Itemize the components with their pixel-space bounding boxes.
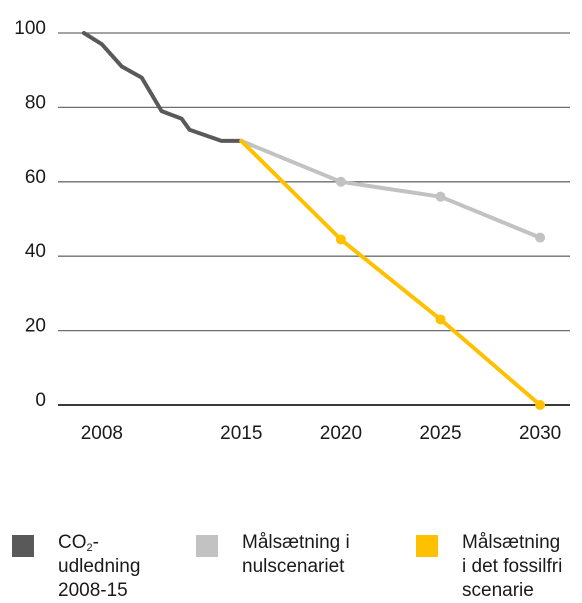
legend-item-fossilfri: Målsætning i det fossilfri scenarie — [416, 531, 562, 603]
series-markers — [335, 176, 546, 410]
y-tick-labels: 0 20 40 60 80 100 — [14, 18, 46, 411]
y-tick-label-60: 60 — [25, 167, 46, 188]
y-tick-label-100: 100 — [14, 18, 46, 39]
series-lines — [81, 31, 543, 407]
legend-swatch-co2 — [12, 535, 34, 557]
series-line-0 — [81, 31, 244, 143]
legend-label-nulscenariet: Målsætning i nulscenariet — [242, 532, 350, 577]
x-tick-labels: 2008 2015 2020 2025 2030 — [81, 423, 562, 444]
x-tick-label-2015: 2015 — [220, 423, 262, 444]
x-tick-label-2030: 2030 — [519, 423, 561, 444]
legend-swatch-fossilfri — [416, 535, 438, 557]
legend-label-co2: CO2- udledning 2008-15 — [58, 532, 141, 601]
y-tick-label-40: 40 — [25, 241, 46, 262]
x-tick-label-2020: 2020 — [320, 423, 362, 444]
line-chart: 0 20 40 60 80 100 2008 2015 2020 2025 2030 — [14, 18, 570, 444]
x-tick-label-2025: 2025 — [419, 423, 461, 444]
gridlines — [58, 32, 570, 406]
series-2-point-1 — [335, 234, 346, 245]
legend-label-fossilfri: Målsætning i det fossilfri scenarie — [462, 532, 563, 601]
series-1-point-3 — [535, 232, 546, 243]
series-2-point-3 — [535, 400, 546, 410]
legend-item-co2: CO2- udledning 2008-15 — [12, 531, 140, 603]
x-tick-label-2008: 2008 — [81, 423, 123, 444]
y-tick-label-80: 80 — [25, 92, 46, 113]
series-2-point-2 — [435, 314, 446, 325]
legend-item-nulscenariet: Målsætning i nulscenariet — [196, 531, 350, 579]
series-1-point-2 — [435, 191, 446, 202]
y-tick-label-0: 0 — [35, 390, 46, 411]
y-tick-label-20: 20 — [25, 316, 46, 337]
series-line-1 — [239, 138, 543, 240]
series-line-2 — [239, 138, 543, 407]
legend-swatch-nulscenariet — [196, 535, 218, 557]
series-1-point-1 — [335, 176, 346, 187]
